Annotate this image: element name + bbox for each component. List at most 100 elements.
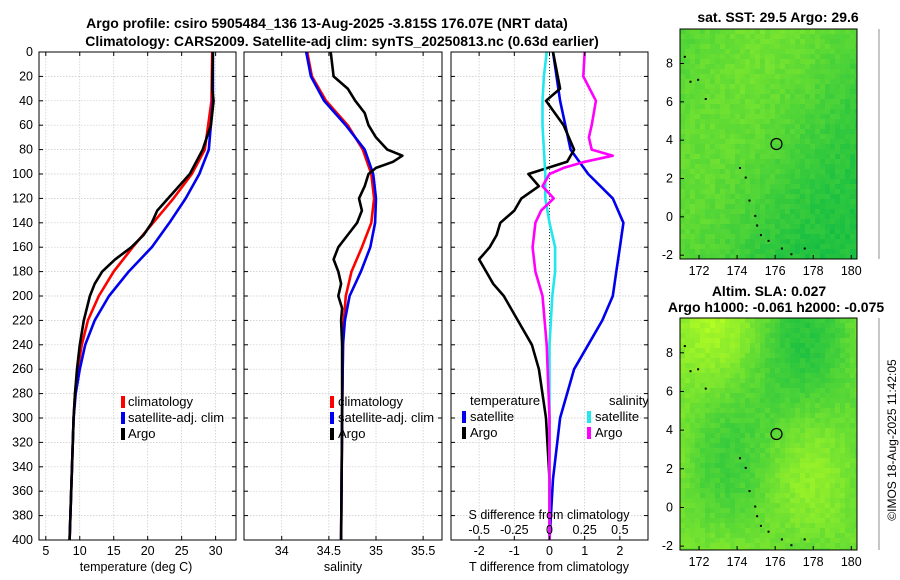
map-cell — [765, 483, 771, 489]
map-cell — [850, 518, 856, 524]
map-cell — [720, 533, 726, 539]
map-cell — [775, 418, 781, 424]
map-cell — [760, 443, 766, 449]
map-cell — [820, 383, 826, 389]
map-cell — [850, 249, 856, 255]
map-cell — [790, 468, 796, 474]
map-cell — [695, 543, 701, 549]
map-cell — [785, 533, 791, 539]
map-cell — [740, 443, 746, 449]
map-cell — [715, 219, 721, 225]
map-cell — [805, 438, 811, 444]
map-cell — [760, 164, 766, 170]
map-cell — [810, 249, 816, 255]
island-speck — [739, 167, 741, 169]
map-cell — [715, 398, 721, 404]
map-cell — [840, 99, 846, 105]
map-cell — [700, 538, 706, 544]
map-cell — [840, 493, 846, 499]
map-cell — [770, 403, 776, 409]
map-cell — [775, 548, 781, 550]
map-cell — [690, 498, 696, 504]
map-cell — [695, 144, 701, 150]
map-cell — [840, 169, 846, 175]
map-cell — [850, 154, 856, 160]
map-cell — [835, 44, 841, 50]
map-cell — [840, 373, 846, 379]
map-cell — [820, 328, 826, 334]
map-cell — [730, 388, 736, 394]
map-cell — [825, 204, 831, 210]
map-cell — [705, 333, 711, 339]
map-cell — [850, 49, 856, 55]
map-cell — [690, 209, 696, 215]
map-cell — [750, 249, 756, 255]
map-cell — [790, 99, 796, 105]
map-cell — [810, 548, 816, 550]
map-cell — [695, 179, 701, 185]
map-cell — [790, 89, 796, 95]
map-cell — [730, 69, 736, 75]
map-cell — [720, 234, 726, 240]
map-cell — [825, 199, 831, 205]
map-cell — [710, 338, 716, 344]
map-cell — [715, 388, 721, 394]
map-cell — [795, 518, 801, 524]
map-cell — [695, 239, 701, 245]
map-cell — [785, 139, 791, 145]
map-cell — [735, 174, 741, 180]
map-cell — [785, 34, 791, 40]
map-cell — [790, 393, 796, 399]
map-cell — [705, 483, 711, 489]
map-cell — [815, 74, 821, 80]
map-cell — [815, 254, 821, 259]
map-y-tick-label: -2 — [662, 539, 673, 553]
map-cell — [685, 478, 691, 484]
map-cell — [685, 428, 691, 434]
map-cell — [750, 84, 756, 90]
map-cell — [720, 144, 726, 150]
map-cell — [840, 528, 846, 534]
map-cell — [845, 368, 851, 374]
map-cell — [755, 44, 761, 50]
map-cell — [750, 393, 756, 399]
map-cell — [775, 473, 781, 479]
map-cell — [765, 443, 771, 449]
map-cell — [850, 84, 856, 90]
map-cell — [750, 109, 756, 115]
map-cell — [830, 483, 836, 489]
map-cell — [785, 189, 791, 195]
map-cell — [850, 39, 856, 45]
map-cell — [855, 204, 857, 210]
map-cell — [700, 254, 706, 259]
map-cell — [735, 338, 741, 344]
map-cell — [855, 149, 857, 155]
map-cell — [760, 483, 766, 489]
map-cell — [685, 358, 691, 364]
island-speck — [683, 55, 686, 58]
map-cell — [795, 358, 801, 364]
map-cell — [715, 448, 721, 454]
map-cell — [760, 249, 766, 255]
map-cell — [725, 458, 731, 464]
legend-label-climatology: climatology — [338, 394, 404, 409]
map-cell — [825, 229, 831, 235]
map-cell — [715, 518, 721, 524]
map-cell — [680, 333, 686, 339]
map-cell — [745, 343, 751, 349]
map-cell — [715, 164, 721, 170]
map-cell — [700, 323, 706, 329]
map-cell — [735, 518, 741, 524]
map-cell — [735, 249, 741, 255]
map-cell — [705, 249, 711, 255]
map-cell — [825, 109, 831, 115]
map-cell — [795, 184, 801, 190]
map-cell — [685, 518, 691, 524]
map-cell — [680, 219, 686, 225]
map-cell — [815, 89, 821, 95]
map-cell — [825, 154, 831, 160]
map-cell — [850, 418, 856, 424]
map-cell — [810, 79, 816, 85]
map-cell — [840, 124, 846, 130]
map-cell — [690, 363, 696, 369]
